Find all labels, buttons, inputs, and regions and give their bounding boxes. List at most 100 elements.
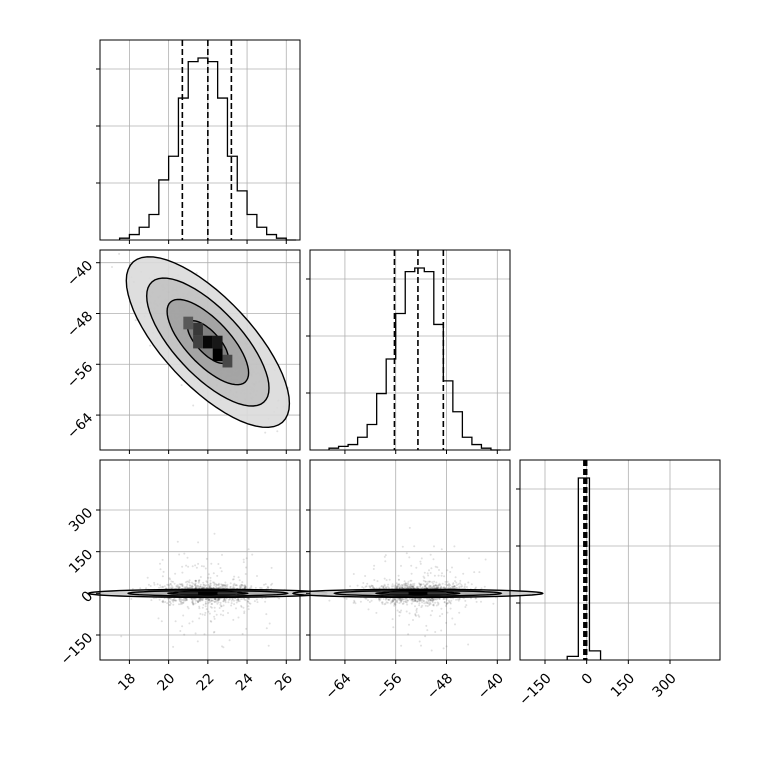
scatter-point <box>411 585 414 588</box>
pair-panel-2-1: −64 −56 −48 −40 <box>291 459 544 703</box>
scatter-point <box>195 597 198 600</box>
scatter-point <box>455 581 458 584</box>
scatter-point <box>393 604 396 607</box>
scatter-point <box>423 602 426 605</box>
scatter-point <box>447 587 450 589</box>
scatter-point <box>237 598 240 601</box>
scatter-point <box>139 587 142 590</box>
scatter-point <box>248 597 250 600</box>
scatter-point <box>429 602 432 605</box>
scatter-point <box>410 586 413 589</box>
scatter-point <box>419 599 422 602</box>
scatter-point <box>401 586 404 589</box>
scatter-point <box>191 585 194 588</box>
scatter-point <box>401 584 404 586</box>
scatter-point <box>411 600 414 603</box>
hist-panel-0 <box>96 39 301 244</box>
scatter-point <box>120 635 123 638</box>
scatter-point <box>181 571 184 574</box>
scatter-point <box>467 581 470 584</box>
y-tick-label: −64 <box>64 410 96 442</box>
scatter-point <box>194 579 197 582</box>
scatter-point <box>244 586 247 589</box>
scatter-point <box>427 574 430 577</box>
scatter-point <box>278 597 281 600</box>
scatter-point <box>217 586 220 589</box>
scatter-point <box>204 600 207 603</box>
scatter-point <box>251 553 254 556</box>
scatter-point <box>170 584 173 587</box>
scatter-point <box>182 614 185 617</box>
scatter-point <box>197 600 199 603</box>
scatter-point <box>244 585 247 588</box>
scatter-point <box>443 601 446 604</box>
scatter-point <box>180 601 183 604</box>
scatter-point <box>224 586 227 589</box>
scatter-point <box>375 611 378 614</box>
scatter-point <box>352 573 355 575</box>
scatter-point <box>199 612 202 615</box>
scatter-point <box>385 579 388 582</box>
scatter-point <box>218 597 221 600</box>
scatter-point <box>202 565 205 568</box>
scatter-point <box>470 583 473 586</box>
scatter-point <box>188 584 191 587</box>
scatter-point <box>158 586 161 589</box>
scatter-point <box>229 582 232 585</box>
scatter-point <box>381 601 384 604</box>
scatter-point <box>353 599 356 602</box>
scatter-point <box>237 576 240 579</box>
scatter-point <box>229 586 232 589</box>
scatter-point <box>185 599 188 602</box>
scatter-point <box>160 620 163 623</box>
scatter-point <box>198 598 201 601</box>
scatter-point <box>256 575 258 577</box>
scatter-point <box>425 583 428 586</box>
scatter-point <box>191 599 194 602</box>
scatter-point <box>169 602 172 605</box>
scatter-point <box>218 597 221 600</box>
scatter-point <box>190 586 193 589</box>
scatter-point <box>247 608 250 611</box>
scatter-point <box>145 587 148 590</box>
scatter-point <box>178 603 180 606</box>
scatter-point <box>458 597 461 600</box>
scatter-point <box>201 606 204 609</box>
scatter-point <box>464 599 467 602</box>
axes-frame <box>99 249 301 451</box>
scatter-point <box>149 344 152 347</box>
scatter-point <box>203 586 206 589</box>
scatter-point <box>212 587 215 590</box>
scatter-point <box>205 587 208 589</box>
scatter-point <box>452 597 455 600</box>
scatter-point <box>162 599 165 602</box>
scatter-point <box>171 598 174 601</box>
scatter-point <box>199 585 202 588</box>
scatter-point <box>163 585 166 588</box>
scatter-point <box>181 625 184 628</box>
scatter-point <box>174 572 177 575</box>
scatter-point <box>194 599 197 602</box>
scatter-point <box>405 597 408 600</box>
scatter-point <box>207 602 210 605</box>
scatter-point <box>455 584 458 587</box>
scatter-point <box>201 597 204 600</box>
scatter-point <box>398 597 400 600</box>
scatter-point <box>370 599 373 602</box>
scatter-point <box>416 600 419 603</box>
scatter-point <box>276 430 279 433</box>
scatter-point <box>382 586 385 589</box>
scatter-point <box>111 266 113 268</box>
scatter-point <box>353 600 356 603</box>
scatter-point <box>216 599 219 602</box>
scatter-point <box>185 564 188 567</box>
scatter-point <box>207 610 210 613</box>
scatter-point <box>407 580 410 583</box>
x-tick-label: 18 <box>115 670 139 694</box>
scatter-point <box>431 597 434 600</box>
scatter-point <box>456 586 458 589</box>
scatter-point <box>213 617 216 620</box>
scatter-point <box>449 602 452 605</box>
scatter-point <box>393 601 396 604</box>
scatter-point <box>449 587 452 590</box>
